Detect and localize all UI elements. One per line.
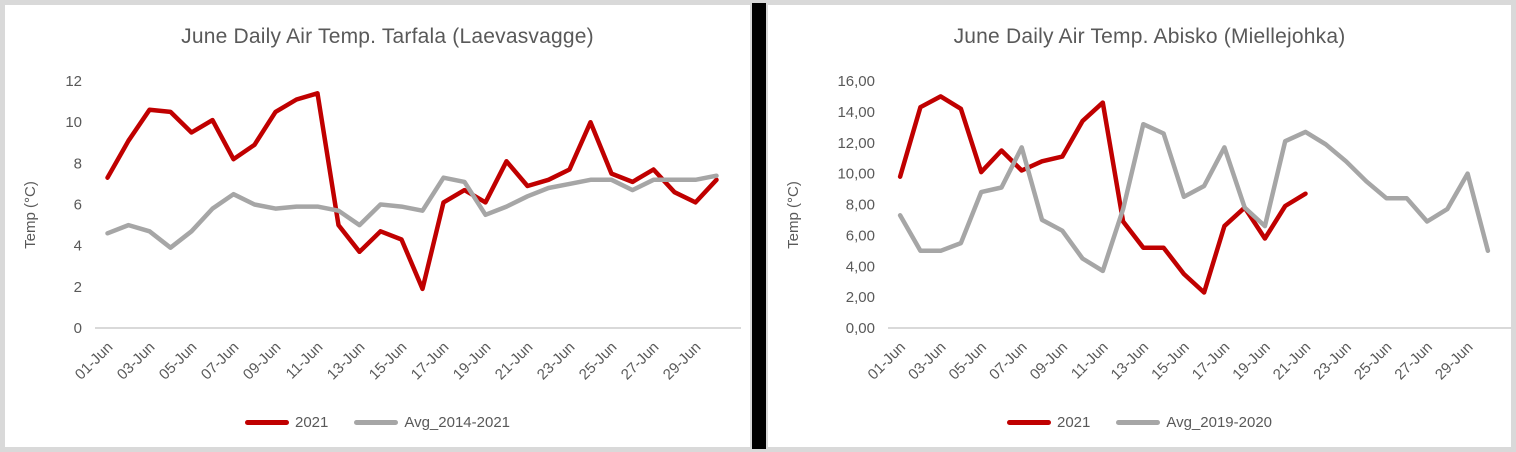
x-tick-label: 25-Jun <box>1351 339 1395 383</box>
legend: 2021 Avg_2014-2021 <box>5 411 750 433</box>
y-tick-label: 6 <box>74 197 82 214</box>
legend-label: Avg_2019-2020 <box>1166 413 1273 431</box>
x-tick-label: 11-Jun <box>283 339 327 383</box>
legend-item: 2021 <box>244 413 329 431</box>
legend-item: Avg_2019-2020 <box>1116 414 1272 431</box>
chart-panel-abisko: June Daily Air Temp. Abisko (Miellejohka… <box>766 3 1513 449</box>
y-tick-label: 16,00 <box>837 73 875 90</box>
y-tick-label: 10,00 <box>837 166 875 183</box>
x-tick-label: 07-Jun <box>986 339 1030 383</box>
series-line-2021 <box>897 94 1308 295</box>
y-tick-label: 0 <box>74 320 82 337</box>
series-line-avg-2014-2021 <box>105 173 719 250</box>
x-tick-label: 29-Jun <box>660 339 704 383</box>
x-tick-label: 09-Jun <box>240 339 284 383</box>
panel-divider <box>752 3 766 449</box>
x-tick-label: 17-Jun <box>1189 339 1233 383</box>
x-tick-label: 23-Jun <box>1310 339 1354 383</box>
x-tick-label: 23-Jun <box>534 339 578 383</box>
x-tick-label: 07-Jun <box>198 339 242 383</box>
x-tick-label: 11-Jun <box>1068 339 1112 383</box>
x-tick-label: 01-Jun <box>72 339 116 383</box>
x-tick-label: 27-Jun <box>618 339 662 383</box>
y-tick-label: 2 <box>74 279 82 296</box>
y-tick-label: 8,00 <box>846 197 875 214</box>
x-tick-label: 25-Jun <box>576 339 620 383</box>
y-tick-label: 8 <box>74 155 82 172</box>
y-tick-label: 12,00 <box>837 135 875 152</box>
legend-label: Avg_2014-2021 <box>404 413 511 431</box>
chart-panel-tarfala: June Daily Air Temp. Tarfala (Laevasvagg… <box>3 3 752 449</box>
y-tick-label: 6,00 <box>846 227 875 244</box>
legend: 2021 Avg_2019-2020 <box>768 411 1511 433</box>
series-line-2021 <box>105 91 719 292</box>
x-tick-label: 21-Jun <box>1270 339 1314 383</box>
legend-label: 2021 <box>294 413 329 431</box>
x-tick-label: 19-Jun <box>1229 339 1273 383</box>
x-tick-label: 27-Jun <box>1391 339 1435 383</box>
legend-line-marker-2021 <box>244 419 289 425</box>
legend-item: 2021 <box>1006 413 1091 431</box>
legend-line-marker-average <box>1116 419 1161 425</box>
y-tick-label: 0,00 <box>846 320 875 337</box>
legend-line-marker-2021 <box>1006 419 1051 425</box>
plot-area: 0,00 2,00 4,00 6,00 8,00 10,00 12,00 14,00 16,00… <box>837 73 1512 383</box>
x-tick-label: 05-Jun <box>156 339 200 383</box>
chart-title: June Daily Air Temp. Tarfala (Laevasvagg… <box>181 25 594 48</box>
x-tick-label: 13-Jun <box>324 339 368 383</box>
y-tick-label: 12 <box>65 73 82 90</box>
y-tick-label: 10 <box>65 114 82 131</box>
x-tick-label: 03-Jun <box>114 339 158 383</box>
y-tick-label: 2,00 <box>846 289 875 306</box>
y-tick-label: 4,00 <box>846 258 875 275</box>
x-tick-label: 29-Jun <box>1432 339 1476 383</box>
legend-item: Avg_2014-2021 <box>354 414 510 431</box>
x-tick-label: 09-Jun <box>1027 339 1071 383</box>
y-tick-label: 14,00 <box>837 104 875 121</box>
series-line-avg-2019-2020 <box>897 121 1491 274</box>
x-tick-label: 03-Jun <box>905 339 949 383</box>
x-tick-label: 13-Jun <box>1108 339 1152 383</box>
chart-title: June Daily Air Temp. Abisko (Miellejohka… <box>953 25 1346 48</box>
plot-area: 02468101201-Jun03-Jun05-Jun07-Jun09-Jun1… <box>65 73 741 383</box>
x-tick-label: 05-Jun <box>946 339 990 383</box>
x-tick-label: 15-Jun <box>1148 339 1192 383</box>
x-tick-label: 17-Jun <box>408 339 452 383</box>
x-tick-label: 15-Jun <box>366 339 410 383</box>
x-tick-label: 21-Jun <box>492 339 536 383</box>
y-tick-label: 4 <box>74 238 82 255</box>
x-tick-label: 19-Jun <box>450 339 494 383</box>
legend-label: 2021 <box>1056 413 1091 431</box>
x-tick-label: 01-Jun <box>865 339 909 383</box>
legend-line-marker-average <box>354 419 399 425</box>
